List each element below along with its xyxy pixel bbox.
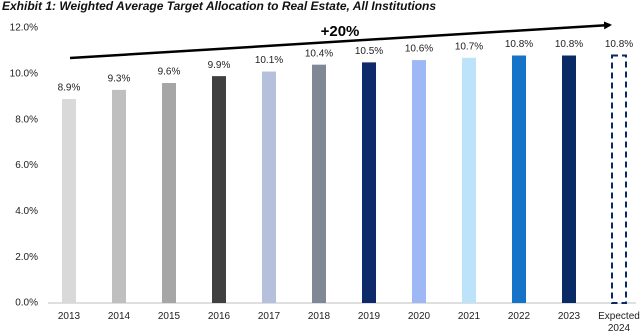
bar <box>362 62 376 303</box>
bar <box>162 83 176 303</box>
bar <box>212 76 226 303</box>
bar <box>611 54 627 304</box>
bar <box>312 64 326 304</box>
x-tick-label: 2018 <box>307 311 331 322</box>
x-tick-label: 2023 <box>557 311 581 322</box>
value-label: 10.8% <box>505 39 533 50</box>
bar <box>462 57 476 303</box>
value-label: 9.6% <box>158 67 181 78</box>
x-tick-wrap: 2023 <box>557 311 581 322</box>
trend-arrow <box>69 21 612 60</box>
value-label: 10.6% <box>405 44 433 55</box>
x-tick-label: 2021 <box>457 311 481 322</box>
bar <box>562 55 576 303</box>
x-tick-label: 2016 <box>207 311 231 322</box>
x-tick-wrap: 2022 <box>507 311 531 322</box>
value-label: 9.9% <box>208 60 231 71</box>
x-tick-wrap: 2018 <box>307 311 331 322</box>
y-tick-label: 12.0% <box>10 23 38 34</box>
x-tick-wrap: Expected 2024 <box>598 311 640 334</box>
y-tick-label: 6.0% <box>15 160 38 171</box>
x-tick-label: 2013 <box>57 311 81 322</box>
x-tick-label: 2017 <box>257 311 281 322</box>
annotation: +20% <box>321 23 360 40</box>
x-tick-wrap: 2020 <box>407 311 431 322</box>
value-label: 10.4% <box>305 48 333 59</box>
x-tick-wrap: 2014 <box>107 311 131 322</box>
bar <box>262 71 276 304</box>
x-tick-wrap: 2013 <box>57 311 81 322</box>
x-tick-label: 2014 <box>107 311 131 322</box>
x-tick-label: 2020 <box>407 311 431 322</box>
chart-title: Exhibit 1: Weighted Average Target Alloc… <box>2 0 436 13</box>
x-tick-wrap: 2019 <box>357 311 381 322</box>
y-tick-label: 8.0% <box>15 114 38 125</box>
x-tick-wrap: 2017 <box>257 311 281 322</box>
x-tick-wrap: 2016 <box>207 311 231 322</box>
y-tick-label: 2.0% <box>15 252 38 263</box>
value-label: 10.5% <box>355 46 383 57</box>
bar <box>62 99 76 304</box>
value-label: 10.1% <box>255 55 283 66</box>
bar <box>412 60 426 304</box>
value-label: 8.9% <box>58 83 81 94</box>
value-label: 9.3% <box>108 74 131 85</box>
bar <box>112 89 126 303</box>
x-tick-label: 2022 <box>507 311 531 322</box>
value-label: 10.8% <box>605 39 633 50</box>
y-tick-label: 0.0% <box>15 298 38 309</box>
bar <box>512 55 526 303</box>
x-tick-wrap: 2021 <box>457 311 481 322</box>
value-label: 10.8% <box>555 39 583 50</box>
x-tick-wrap: 2015 <box>157 311 181 322</box>
x-tick-label: Expected 2024 <box>598 311 640 334</box>
value-label: 10.7% <box>455 41 483 52</box>
y-tick-label: 10.0% <box>10 68 38 79</box>
y-tick-label: 4.0% <box>15 206 38 217</box>
x-tick-label: 2019 <box>357 311 381 322</box>
x-tick-label: 2015 <box>157 311 181 322</box>
